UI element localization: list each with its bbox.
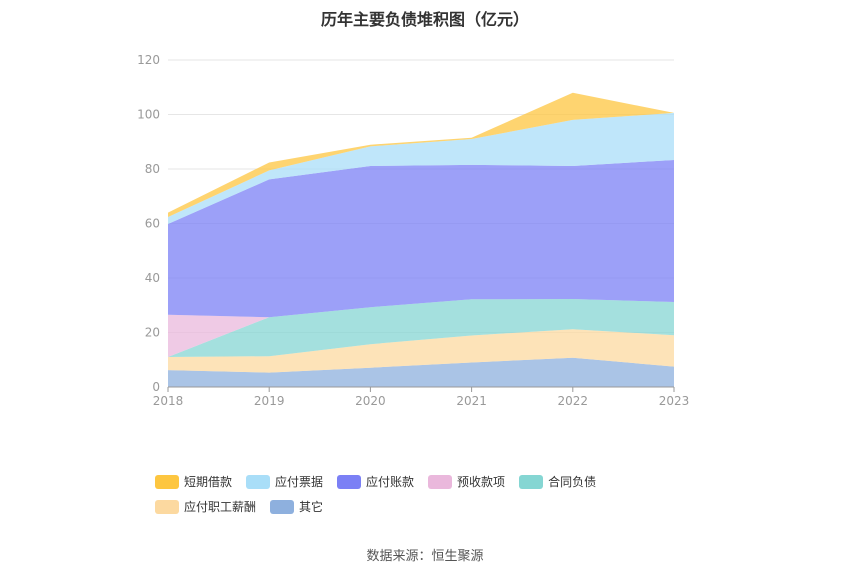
legend: 短期借款 应付票据 应付账款 预收款项 合同负债应付职工薪酬 其它 bbox=[155, 473, 715, 515]
legend-label: 短期借款 bbox=[184, 475, 233, 489]
x-tick-label: 2018 bbox=[153, 394, 184, 408]
legend-swatch bbox=[337, 474, 362, 489]
area-series-layer bbox=[168, 92, 674, 387]
y-tick-label: 100 bbox=[137, 108, 160, 122]
area-应付票据 bbox=[168, 112, 674, 224]
legend-swatch bbox=[246, 474, 271, 489]
legend-item[interactable]: 其它 bbox=[270, 498, 323, 515]
legend-label: 应付账款 bbox=[366, 475, 415, 489]
chart-title: 历年主要负债堆积图（亿元） bbox=[320, 10, 529, 29]
legend-label: 合同负债 bbox=[548, 475, 597, 489]
data-source-label: 数据来源：恒生聚源 bbox=[366, 549, 484, 564]
x-tick-label: 2020 bbox=[355, 394, 386, 408]
legend-item[interactable]: 应付票据 bbox=[246, 473, 323, 490]
area-应付账款 bbox=[168, 160, 674, 318]
y-tick-label: 40 bbox=[145, 271, 160, 285]
legend-item[interactable]: 应付账款 bbox=[337, 473, 414, 490]
area-其它 bbox=[168, 357, 674, 387]
area-短期借款 bbox=[168, 92, 674, 217]
legend-swatch bbox=[155, 499, 179, 514]
legend-item[interactable]: 合同负债 bbox=[519, 473, 596, 490]
area-合同负债 bbox=[168, 299, 674, 357]
y-tick-label: 20 bbox=[145, 326, 160, 340]
legend-item[interactable]: 短期借款 bbox=[155, 473, 232, 490]
area-应付职工薪酬 bbox=[168, 329, 674, 373]
y-tick-label: 0 bbox=[152, 380, 160, 394]
y-tick-label: 60 bbox=[145, 217, 160, 231]
legend-swatch bbox=[155, 474, 179, 489]
x-tick-label: 2022 bbox=[558, 394, 589, 408]
legend-label: 其它 bbox=[299, 500, 324, 514]
legend-swatch bbox=[519, 474, 544, 489]
legend-label: 应付职工薪酬 bbox=[184, 500, 257, 514]
legend-item[interactable]: 预收款项 bbox=[428, 473, 505, 490]
x-tick-label: 2023 bbox=[659, 394, 690, 408]
y-tick-label: 120 bbox=[137, 53, 160, 67]
legend-item[interactable]: 应付职工薪酬 bbox=[155, 498, 256, 515]
legend-swatch bbox=[428, 474, 453, 489]
axes: 0 20 40 60 80 100 120 2018 2019 2020 2021 2022 2023 bbox=[137, 53, 689, 408]
legend-label: 应付票据 bbox=[275, 475, 324, 489]
y-tick-label: 80 bbox=[145, 162, 160, 176]
legend-label: 预收款项 bbox=[457, 475, 506, 489]
x-tick-label: 2021 bbox=[456, 394, 487, 408]
legend-swatch bbox=[270, 499, 295, 514]
x-tick-label: 2019 bbox=[254, 394, 285, 408]
